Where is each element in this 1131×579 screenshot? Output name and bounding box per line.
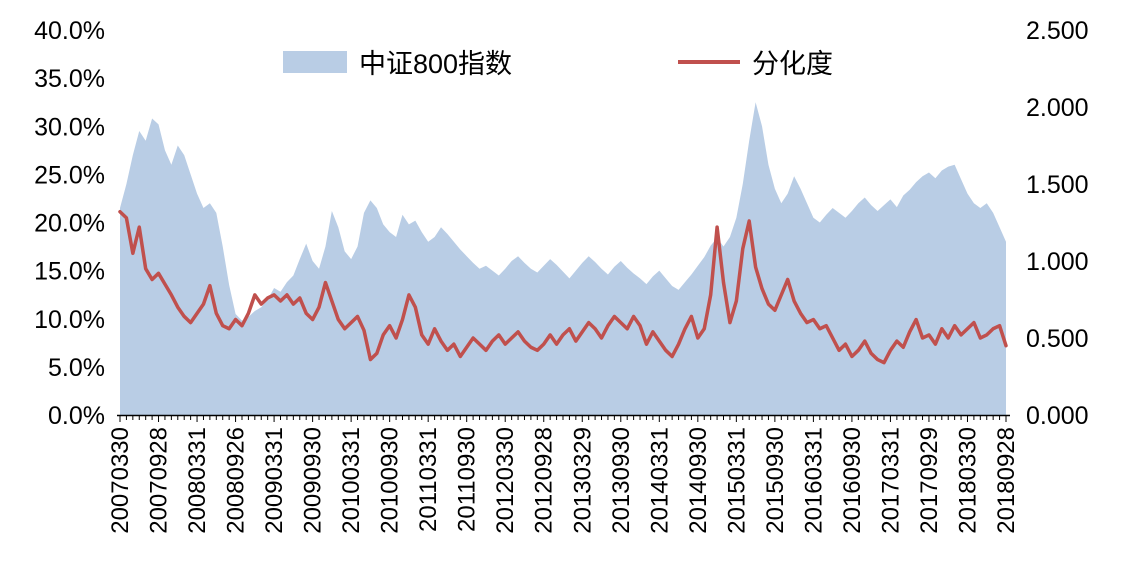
x-axis-label: 20130930 bbox=[608, 427, 635, 534]
x-axis-label: 20170331 bbox=[877, 427, 904, 534]
y-axis-left-label: 30.0% bbox=[34, 113, 105, 141]
y-axis-left-label: 25.0% bbox=[34, 161, 105, 189]
x-axis-label: 20090930 bbox=[300, 427, 327, 534]
y-axis-right-label: 0.500 bbox=[1026, 325, 1089, 353]
y-axis-left-label: 40.0% bbox=[34, 17, 105, 45]
y-axis-right-label: 2.000 bbox=[1026, 94, 1089, 122]
x-axis-label: 20080926 bbox=[223, 427, 250, 534]
x-axis-label: 20170929 bbox=[916, 427, 943, 534]
x-axis-label: 20150331 bbox=[723, 427, 750, 534]
legend-label-area: 中证800指数 bbox=[359, 49, 513, 79]
y-axis-right-label: 1.500 bbox=[1026, 171, 1089, 199]
x-axis-label: 20090331 bbox=[261, 427, 288, 534]
x-axis-label: 20180928 bbox=[993, 427, 1020, 534]
x-axis-label: 20140331 bbox=[646, 427, 673, 534]
legend-item-line[interactable]: 分化度 bbox=[678, 42, 833, 81]
x-axis-label: 20100331 bbox=[338, 427, 365, 534]
x-axis-label: 20110331 bbox=[415, 427, 442, 532]
y-axis-left-label: 0.0% bbox=[48, 402, 105, 430]
y-axis-right-label: 1.000 bbox=[1026, 248, 1089, 276]
x-axis-label: 20150930 bbox=[762, 427, 789, 534]
line-series bbox=[118, 209, 1008, 365]
x-axis-label: 20120928 bbox=[531, 427, 558, 534]
x-axis-label: 20120330 bbox=[492, 427, 519, 534]
area-series bbox=[120, 102, 1006, 415]
x-axis-label: 20070928 bbox=[146, 427, 173, 534]
legend-item-area[interactable]: 中证800指数 bbox=[283, 42, 512, 81]
y-axis-left-label: 10.0% bbox=[34, 306, 105, 334]
legend-swatch-area-icon bbox=[283, 50, 347, 73]
x-axis-label: 20140930 bbox=[685, 427, 712, 534]
y-axis-right-label: 2.500 bbox=[1026, 17, 1089, 45]
y-axis-left-label: 35.0% bbox=[34, 65, 105, 93]
x-axis-label: 20180330 bbox=[954, 427, 981, 534]
y-axis-left-label: 5.0% bbox=[48, 354, 105, 382]
x-axis-label: 20130329 bbox=[569, 427, 596, 534]
legend-label-line: 分化度 bbox=[752, 49, 833, 79]
y-axis-right-label: 0.000 bbox=[1026, 402, 1089, 430]
legend-swatch-line-icon bbox=[678, 59, 740, 64]
x-axis-label: 20110930 bbox=[454, 427, 481, 532]
y-axis-left-label: 15.0% bbox=[34, 258, 105, 286]
x-axis-label: 20160331 bbox=[800, 427, 827, 534]
y-axis-left-label: 20.0% bbox=[34, 210, 105, 238]
x-axis-label: 20080331 bbox=[184, 427, 211, 534]
x-axis-label: 20100930 bbox=[377, 427, 404, 534]
x-axis-label: 20070330 bbox=[107, 427, 134, 534]
x-axis-label: 20160930 bbox=[839, 427, 866, 534]
